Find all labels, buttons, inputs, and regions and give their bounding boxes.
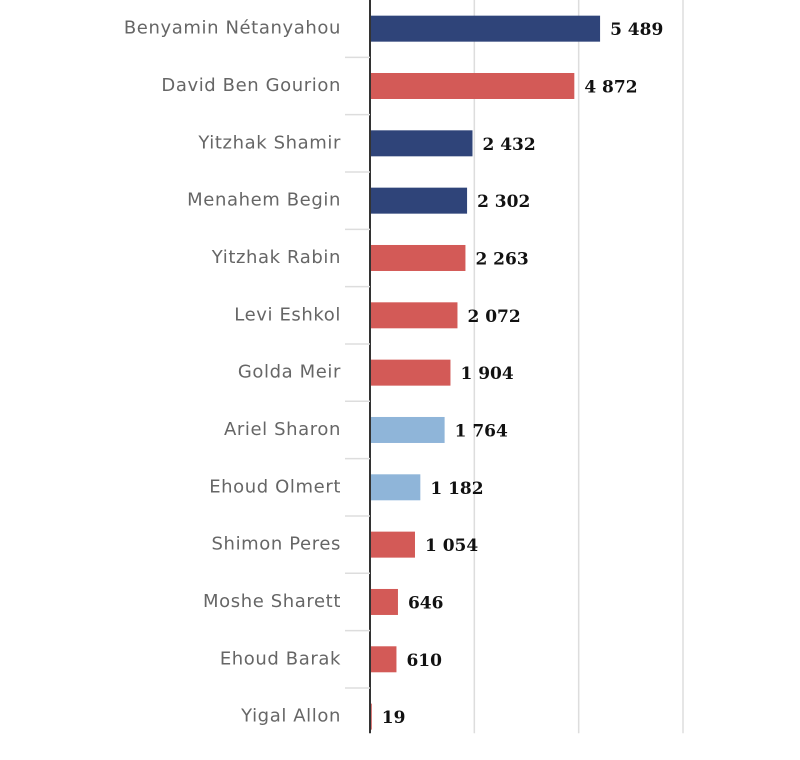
category-label: Menahem Begin [187,190,341,211]
category-label: Yitzhak Rabin [211,247,341,268]
bar [371,187,468,214]
category-label: David Ben Gourion [161,75,341,96]
value-label: 2 263 [475,249,528,269]
value-label: 2 432 [482,135,535,155]
category-label: Ehoud Barak [220,648,341,669]
category-label: Moshe Sharett [203,591,341,612]
bar [371,302,458,329]
value-label: 19 [382,708,406,728]
category-label: Golda Meir [238,362,341,383]
category-label: Ehoud Olmert [209,476,341,497]
bar [371,646,397,673]
category-label: Levi Eshkol [234,304,341,325]
category-label: Yigal Allon [240,706,341,727]
bar [371,244,466,271]
value-label: 1 054 [425,536,478,556]
category-label: Shimon Peres [212,534,341,555]
value-label: 1 904 [460,364,513,384]
value-label: 646 [408,593,444,613]
bar [371,588,398,615]
category-label: Benyamin Nétanyahou [124,18,341,39]
value-label: 2 302 [477,192,530,212]
bar [371,531,415,558]
bar [371,703,372,730]
value-label: 4 872 [584,77,637,97]
bar [371,359,451,386]
value-label: 610 [406,651,442,671]
bar [371,130,473,157]
bar [371,416,445,443]
value-label: 2 072 [467,307,520,327]
category-label: Yitzhak Shamir [197,132,341,153]
value-label: 5 489 [610,20,663,40]
value-label: 1 764 [455,421,508,441]
bar [371,72,575,99]
category-label: Ariel Sharon [224,419,341,440]
bar [371,474,421,501]
value-label: 1 182 [430,479,483,499]
bar [371,15,601,42]
